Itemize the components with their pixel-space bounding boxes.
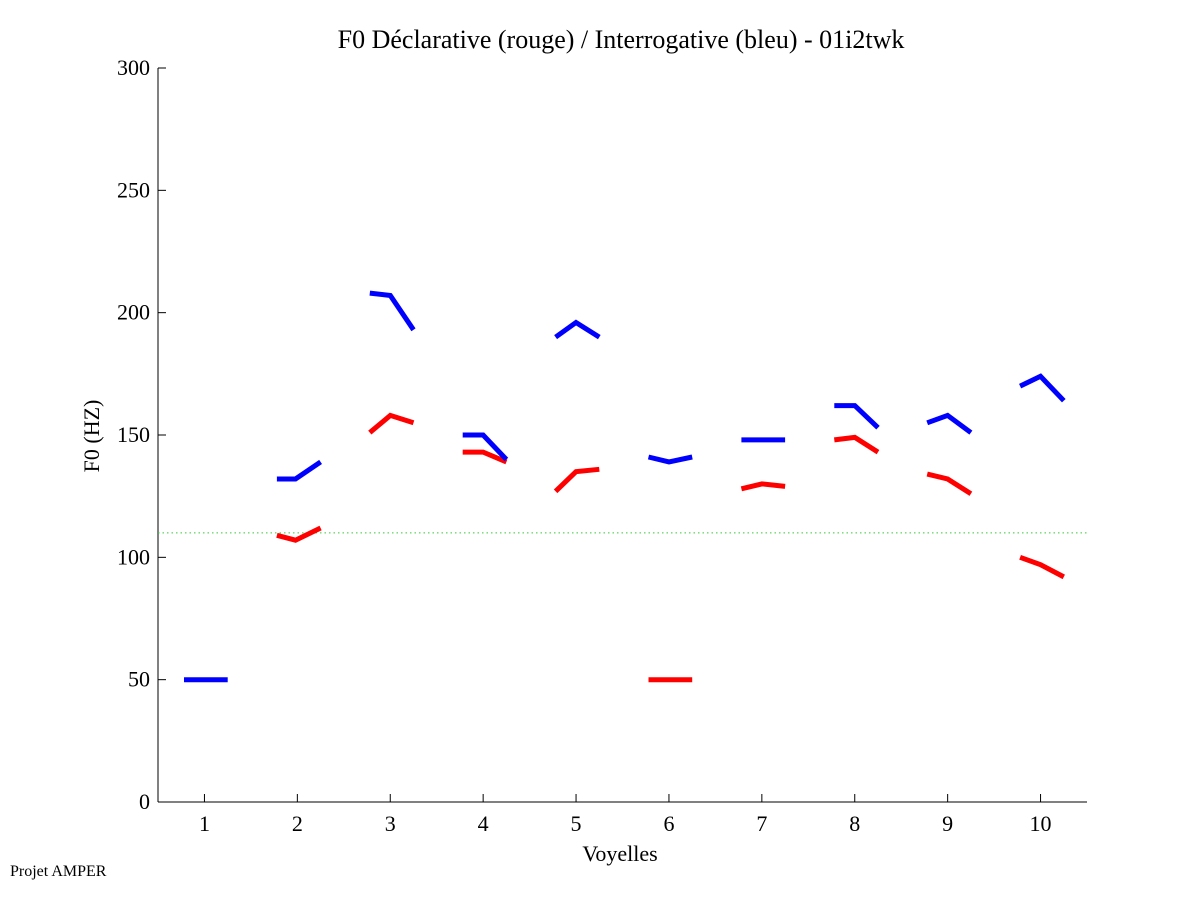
x-tick-label: 6 [663, 811, 674, 836]
interrogative-segment-10 [1019, 373, 1066, 403]
footer-credit: Projet AMPER [10, 863, 107, 880]
x-tick-label: 3 [385, 811, 396, 836]
chart-title: F0 Déclarative (rouge) / Interrogative (… [338, 25, 905, 54]
data-marks [158, 290, 1087, 683]
declarative-segment-8 [833, 434, 880, 455]
y-tick-label: 150 [117, 422, 150, 447]
y-tick-label: 50 [128, 667, 150, 692]
interrogative-segment-9 [926, 412, 973, 435]
x-tick-label: 5 [571, 811, 582, 836]
x-tick-label: 4 [478, 811, 489, 836]
declarative-segment-5 [553, 466, 600, 494]
x-axis-label: Voyelles [582, 841, 657, 866]
x-tick-label: 10 [1030, 811, 1052, 836]
x-tick-label: 8 [849, 811, 860, 836]
interrogative-segment-4 [462, 432, 509, 462]
y-tick-label: 250 [117, 177, 150, 202]
y-axis-label: F0 (HZ) [79, 400, 104, 473]
declarative-segment-10 [1019, 554, 1065, 580]
x-tick-label: 7 [756, 811, 767, 836]
interrogative-segment-6 [647, 454, 693, 465]
interrogative-segment-8 [834, 403, 880, 430]
x-tick-label: 1 [199, 811, 210, 836]
interrogative-segment-3 [369, 290, 416, 332]
axes: 0 50 100 150 200 250 300 1 2 3 4 5 6 7 8 9 10 [117, 55, 1087, 836]
interrogative-segment-5 [554, 319, 601, 340]
declarative-segment-2 [276, 525, 322, 543]
declarative-segment-7 [740, 481, 786, 492]
y-tick-label: 200 [117, 300, 150, 325]
declarative-segment-3 [368, 412, 415, 435]
y-tick-label: 300 [117, 55, 150, 80]
declarative-segment-9 [926, 471, 973, 496]
x-tick-label: 2 [292, 811, 303, 836]
x-tick-label: 9 [942, 811, 953, 836]
interrogative-segment-2 [276, 459, 323, 482]
y-tick-label: 0 [139, 789, 150, 814]
declarative-segment-4 [462, 449, 508, 465]
y-tick-label: 100 [117, 544, 150, 569]
